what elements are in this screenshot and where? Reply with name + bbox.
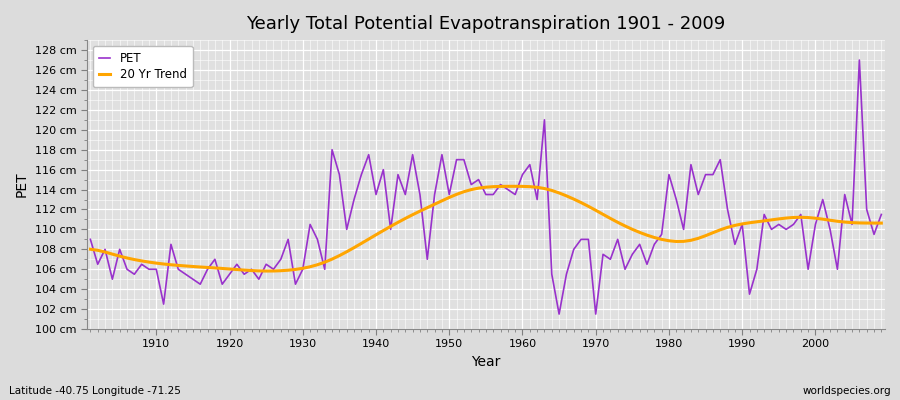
- 20 Yr Trend: [312, 262, 323, 267]
- PET: [305, 222, 316, 227]
- 20 Yr Trend: [876, 221, 886, 226]
- PET: [348, 197, 359, 202]
- Legend: PET, 20 Yr Trend: PET, 20 Yr Trend: [93, 46, 193, 87]
- Line: PET: PET: [90, 60, 881, 314]
- PET: [554, 312, 564, 316]
- 20 Yr Trend: [532, 185, 543, 190]
- PET: [509, 192, 520, 197]
- 20 Yr Trend: [525, 184, 535, 189]
- 20 Yr Trend: [144, 260, 155, 264]
- 20 Yr Trend: [509, 184, 520, 189]
- Title: Yearly Total Potential Evapotranspiration 1901 - 2009: Yearly Total Potential Evapotranspiratio…: [247, 15, 725, 33]
- Line: 20 Yr Trend: 20 Yr Trend: [90, 186, 881, 271]
- Text: Latitude -40.75 Longitude -71.25: Latitude -40.75 Longitude -71.25: [9, 386, 181, 396]
- 20 Yr Trend: [356, 241, 367, 246]
- X-axis label: Year: Year: [472, 355, 500, 369]
- PET: [612, 237, 623, 242]
- PET: [854, 58, 865, 62]
- PET: [144, 267, 155, 272]
- PET: [518, 172, 528, 177]
- PET: [85, 237, 95, 242]
- Y-axis label: PET: PET: [15, 172, 29, 197]
- 20 Yr Trend: [619, 224, 630, 228]
- PET: [876, 212, 886, 217]
- 20 Yr Trend: [261, 269, 272, 274]
- 20 Yr Trend: [85, 247, 95, 252]
- Text: worldspecies.org: worldspecies.org: [803, 386, 891, 396]
